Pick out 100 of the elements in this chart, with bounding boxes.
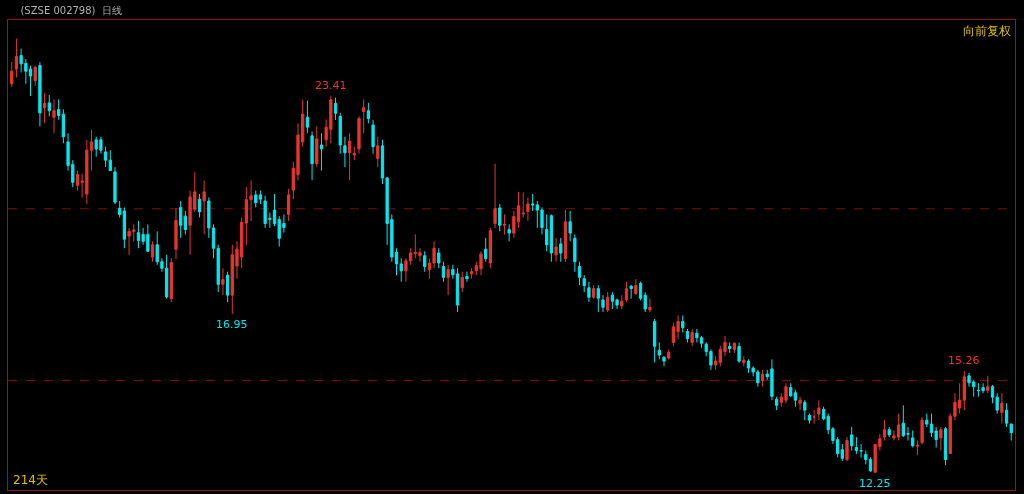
candlestick <box>136 220 141 249</box>
candlestick <box>488 227 493 269</box>
chart-title: (SZSE 002798) 日线 <box>20 5 122 17</box>
candlestick <box>737 341 741 364</box>
candlestick <box>225 271 230 303</box>
candlestick <box>582 274 586 293</box>
candlestick <box>554 237 558 263</box>
candlestick <box>742 355 746 367</box>
candlestick <box>530 193 535 212</box>
candlestick <box>667 348 671 360</box>
candlestick <box>784 382 788 404</box>
candlestick <box>887 426 891 438</box>
candlestick <box>587 281 591 303</box>
candlestick <box>591 284 596 300</box>
candlestick <box>807 413 812 425</box>
candlestick <box>732 341 737 354</box>
candlestick <box>47 94 51 117</box>
annotation: 15.26 <box>948 354 980 367</box>
candlestick <box>371 119 375 155</box>
candlestick <box>423 250 427 273</box>
candlestick <box>108 149 112 172</box>
candlestick <box>469 267 474 280</box>
candlestick <box>150 240 155 263</box>
text: 向前复权 <box>963 24 1011 38</box>
candlestick <box>976 382 981 398</box>
candlestick <box>169 257 173 303</box>
candlestick <box>634 278 638 296</box>
candlestick <box>812 409 816 425</box>
candlestick <box>728 341 732 354</box>
candlestick <box>657 341 661 360</box>
candlestick <box>545 213 549 252</box>
candlestick <box>258 190 263 205</box>
candlestick <box>183 210 188 235</box>
candlestick <box>840 443 844 462</box>
candlestick <box>437 247 441 269</box>
candlestick <box>164 254 169 300</box>
candlestick <box>14 38 19 78</box>
candlestick <box>507 223 511 242</box>
candlestick <box>221 267 225 296</box>
candlestick <box>493 163 497 229</box>
candlestick <box>502 213 507 235</box>
candlestick <box>357 115 361 155</box>
candlestick <box>479 250 483 276</box>
annotation: 23.41 <box>315 79 347 92</box>
candlestick <box>563 209 568 263</box>
candlestick <box>798 396 802 411</box>
candlestick <box>103 146 108 168</box>
candlestick <box>10 61 14 88</box>
candlestick <box>774 396 779 411</box>
candlestick <box>52 98 56 134</box>
candlestick <box>315 125 319 168</box>
candlestick <box>286 188 291 222</box>
candlestick <box>61 108 66 144</box>
candlestick <box>620 294 624 310</box>
candlestick <box>986 375 990 394</box>
candlestick <box>624 281 629 303</box>
candlestick <box>347 132 352 181</box>
candlestick <box>38 61 42 127</box>
candlestick <box>939 426 943 452</box>
candlestick <box>460 271 464 293</box>
candlestick <box>441 261 446 283</box>
candlestick <box>746 358 751 374</box>
candlestick <box>362 98 366 134</box>
candlestick <box>803 399 807 421</box>
candlestick <box>652 318 657 363</box>
candlestick <box>305 100 310 134</box>
candlestick <box>690 328 694 347</box>
candlestick <box>685 328 690 343</box>
candlestick <box>333 97 338 121</box>
candlestick <box>33 65 37 87</box>
candlestick <box>179 200 183 239</box>
candlestick <box>197 193 202 218</box>
candlestick <box>845 436 849 462</box>
annotation: 12.25 <box>859 477 891 490</box>
candlestick <box>610 291 615 310</box>
candlestick <box>713 355 718 371</box>
candlestick <box>113 166 117 205</box>
candlestick <box>559 237 563 263</box>
candlestick <box>882 419 887 442</box>
candlestick <box>174 207 178 260</box>
candlestick <box>817 399 821 421</box>
candlestick <box>896 413 901 442</box>
candlestick <box>122 206 127 249</box>
candlestick <box>254 190 258 208</box>
candlestick <box>498 203 502 232</box>
candlestick <box>681 315 685 333</box>
candlestick <box>549 213 554 263</box>
candlestick <box>455 267 460 313</box>
candlestick <box>202 180 206 235</box>
candlestick <box>629 285 633 300</box>
candlestick <box>577 261 582 286</box>
candlestick <box>981 382 985 394</box>
candlestick <box>118 200 122 218</box>
candlestick <box>310 131 314 181</box>
candlestick <box>596 284 600 313</box>
candlestick <box>319 132 324 172</box>
candlestick <box>760 369 765 388</box>
candlestick <box>915 440 920 456</box>
candlestick <box>1000 392 1004 425</box>
candlestick <box>911 430 915 448</box>
